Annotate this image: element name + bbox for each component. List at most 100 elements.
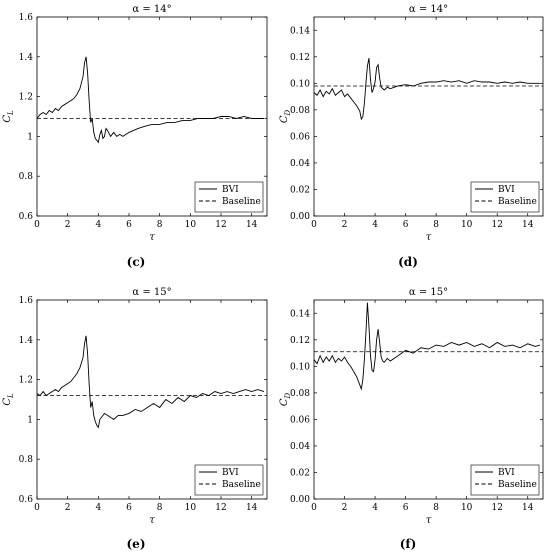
x-tick-label: 6 [403,503,409,513]
y-tick-label: 0.10 [290,362,310,372]
y-tick-label: 1 [27,132,33,142]
x-tick-label: 0 [311,503,317,513]
y-tick-label: 0.04 [290,159,310,169]
x-tick-label: 2 [65,503,71,513]
x-tick-label: 0 [311,220,317,230]
legend-box [194,181,264,213]
x-tick-label: 2 [342,220,348,230]
x-tick-label: 8 [433,220,439,230]
x-tick-label: 10 [461,503,473,513]
legend-box [194,464,264,496]
plot-frame [313,16,544,217]
y-tick-label: 0.00 [290,212,310,222]
y-axis-label-sub: L [7,110,15,116]
x-tick-label: 8 [157,220,163,230]
y-axis-label-main: C [2,398,13,406]
chart-panel: 0 2 4 6 8 10 12 14 0.6 0.8 1 1.2 1.4 1.6 α = 15° τ CL BVI… [2,287,268,551]
y-tick-label: 0.14 [290,309,310,319]
legend-box [470,181,540,213]
x-tick-label: 12 [491,503,502,513]
y-tick-label: 0.12 [290,336,310,346]
y-tick-label: 0.14 [290,26,310,36]
x-tick-label: 10 [185,220,197,230]
plot-frame [313,299,544,500]
x-tick-label: 12 [215,503,226,513]
legend-label: Baseline [498,197,537,207]
x-tick-label: 12 [491,220,502,230]
y-tick-label: 1.4 [19,53,34,63]
y-tick-label: 0.08 [290,389,310,399]
y-tick-label: 0.8 [19,172,34,182]
y-tick-label: 0.02 [290,185,310,195]
legend-label: Baseline [498,480,537,490]
x-tick-label: 2 [342,503,348,513]
panel-label: (f) [400,537,417,551]
chart-title: α = 15° [409,287,448,298]
bvi-series-line [313,302,541,391]
y-tick-label: 1.2 [19,376,33,386]
y-axis-label: CD [279,392,292,406]
legend: BVI Baseline [470,464,540,496]
y-tick-label: 1.2 [19,93,33,103]
x-tick-label: 4 [95,503,101,513]
x-tick-label: 4 [372,503,378,513]
y-tick-label: 0.6 [19,495,34,505]
legend: BVI Baseline [194,181,264,213]
legend-label: Baseline [222,480,261,490]
y-tick-label: 0.06 [290,415,310,425]
x-tick-label: 6 [126,220,132,230]
bvi-series-line [36,56,264,144]
y-tick-label: 0.02 [290,468,310,478]
chart-title: α = 14° [132,4,171,15]
chart-panel: 0 2 4 6 8 10 12 14 0.00 0.02 0.04 0.06 0.08 0.10 0.12 0… [279,4,544,269]
legend-label: BVI [222,468,239,478]
y-tick-label: 0.00 [290,495,310,505]
y-axis-label-sub: L [7,393,15,399]
x-axis-label: τ [426,515,432,526]
legend: BVI Baseline [470,181,540,213]
plot-frame [36,299,268,500]
y-tick-label: 0.12 [290,53,310,63]
x-tick-label: 14 [522,503,534,513]
y-axis-label-main: C [279,398,290,406]
x-tick-label: 12 [215,220,226,230]
y-tick-label: 0.6 [19,212,34,222]
y-axis-label: CD [279,109,292,123]
x-tick-label: 2 [65,220,71,230]
x-tick-label: 0 [34,503,40,513]
x-axis-label: τ [426,232,432,243]
legend-label: BVI [222,185,239,195]
plot-frame [36,16,268,217]
x-tick-label: 14 [246,503,258,513]
chart-title: α = 15° [132,287,171,298]
y-axis-label-main: C [2,115,13,123]
x-tick-label: 14 [522,220,534,230]
x-tick-label: 0 [34,220,40,230]
y-axis-label-sub: D [284,109,292,116]
legend: BVI Baseline [194,464,264,496]
bvi-series-line [313,58,540,121]
y-axis-label-main: C [279,115,290,123]
y-axis-label-sub: D [284,392,292,399]
y-tick-label: 0.06 [290,132,310,142]
y-tick-label: 1.6 [19,296,34,306]
legend-label: Baseline [222,197,261,207]
y-tick-label: 0.08 [290,106,310,116]
legend-box [470,464,540,496]
chart-panel: 0 2 4 6 8 10 12 14 0.00 0.02 0.04 0.06 0.08 0.10 0.12 0… [279,287,544,551]
chart-panel: 0 2 4 6 8 10 12 14 0.6 0.8 1 1.2 1.4 1.6 α = 14° τ CL BVI… [2,4,268,269]
x-tick-label: 4 [95,220,101,230]
y-tick-label: 0.04 [290,442,310,452]
y-tick-label: 1.4 [19,336,34,346]
x-tick-label: 6 [126,503,132,513]
x-tick-label: 8 [433,503,439,513]
x-tick-label: 10 [461,220,473,230]
x-axis-label: τ [149,515,155,526]
bvi-series-line [36,335,265,429]
x-tick-label: 8 [157,503,163,513]
x-tick-label: 10 [185,503,197,513]
panel-label: (e) [127,537,146,551]
y-tick-label: 0.10 [290,79,310,89]
y-tick-label: 1.6 [19,13,34,23]
